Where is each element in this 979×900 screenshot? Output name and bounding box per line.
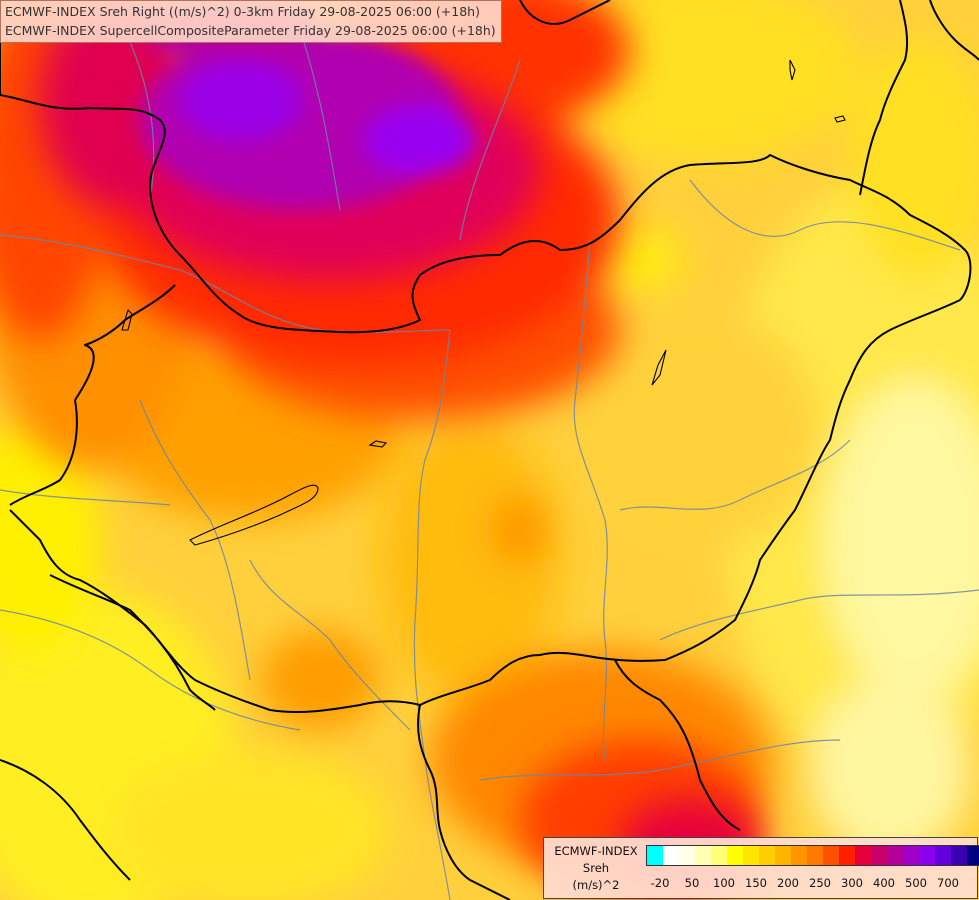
legend-swatch bbox=[919, 846, 935, 865]
legend-ticks: -20 50 100 150 200 250 300 400 500 700 bbox=[646, 876, 968, 890]
field-purple bbox=[140, 0, 475, 210]
legend-swatch bbox=[743, 846, 759, 865]
border-romania-south bbox=[614, 659, 741, 831]
legend-tick-label: 200 bbox=[777, 876, 799, 890]
legend-swatch bbox=[887, 846, 903, 865]
legend-swatch bbox=[663, 846, 679, 865]
legend-colorbar bbox=[646, 845, 979, 866]
legend-swatch bbox=[823, 846, 839, 865]
border-ukr bbox=[929, 0, 979, 61]
title-line-1: ECMWF-INDEX Sreh Right ((m/s)^2) 0-3km F… bbox=[5, 4, 480, 19]
legend-swatch bbox=[775, 846, 791, 865]
border-south-croatia bbox=[49, 574, 216, 711]
legend-tick-label: 100 bbox=[713, 876, 735, 890]
legend-swatch bbox=[935, 846, 951, 865]
legend-tick-label: 700 bbox=[937, 876, 959, 890]
legend-unit: (m/s)^2 bbox=[572, 878, 620, 892]
legend-parameter: Sreh bbox=[582, 861, 610, 875]
title-line-2: ECMWF-INDEX SupercellCompositeParameter … bbox=[5, 23, 496, 38]
legend-tick-label: -20 bbox=[650, 876, 670, 890]
legend-tick-label: 50 bbox=[684, 876, 700, 890]
legend-tick-label: 500 bbox=[905, 876, 927, 890]
legend-swatch bbox=[791, 846, 807, 865]
legend-tick-label: 300 bbox=[841, 876, 863, 890]
legend-swatch bbox=[759, 846, 775, 865]
border-west bbox=[9, 284, 176, 506]
border-serbia bbox=[417, 704, 511, 900]
legend-tick-label: 150 bbox=[745, 876, 767, 890]
legend-swatch bbox=[855, 846, 871, 865]
legend-swatch bbox=[839, 846, 855, 865]
legend-swatch bbox=[903, 846, 919, 865]
lake-balaton bbox=[189, 484, 319, 546]
legend-swatch bbox=[695, 846, 711, 865]
border-top bbox=[519, 0, 611, 25]
legend-swatch bbox=[871, 846, 887, 865]
border-bosnia bbox=[0, 759, 131, 881]
color-legend: ECMWF-INDEX Sreh (m/s)^2 -20 50 100 150 200 2… bbox=[543, 837, 979, 899]
legend-swatch bbox=[967, 846, 979, 865]
border-southwest bbox=[9, 509, 421, 714]
legend-source: ECMWF-INDEX bbox=[554, 844, 638, 858]
legend-swatch bbox=[711, 846, 727, 865]
border-northeast bbox=[859, 0, 909, 196]
rivers bbox=[0, 19, 979, 900]
legend-swatch bbox=[647, 846, 663, 865]
legend-tick-label: 400 bbox=[873, 876, 895, 890]
map-title: ECMWF-INDEX Sreh Right ((m/s)^2) 0-3km F… bbox=[0, 0, 502, 43]
legend-swatch bbox=[951, 846, 967, 865]
border-north bbox=[0, 94, 972, 334]
lakes bbox=[121, 59, 846, 546]
border-east bbox=[419, 299, 961, 706]
legend-swatch bbox=[679, 846, 695, 865]
legend-swatch bbox=[807, 846, 823, 865]
legend-swatch bbox=[727, 846, 743, 865]
legend-tick-label: 250 bbox=[809, 876, 831, 890]
